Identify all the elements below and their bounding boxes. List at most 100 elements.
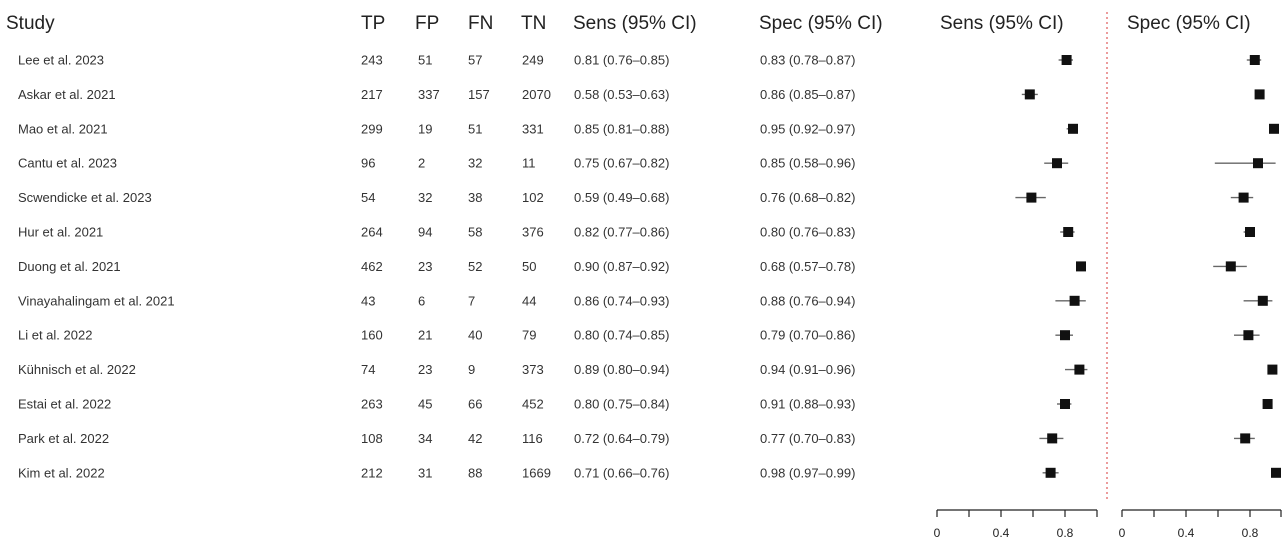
spec-point-estimate: [1271, 467, 1281, 478]
spec-ci-text: 0.83 (0.78–0.87): [760, 53, 855, 68]
spec-tick-label: 0: [1119, 526, 1126, 540]
spec-ci-text: 0.98 (0.97–0.99): [760, 465, 855, 480]
sens-ci-text: 0.81 (0.76–0.85): [574, 53, 669, 68]
spec-ci-text: 0.91 (0.88–0.93): [760, 397, 855, 412]
header-fp: FP: [415, 13, 439, 34]
tp-value: 43: [361, 293, 375, 308]
tn-value: 2070: [522, 87, 551, 102]
sens-ci-text: 0.86 (0.74–0.93): [574, 293, 669, 308]
sens-tick-label: 0.8: [1057, 526, 1074, 540]
header-sens-ci: Sens (95% CI): [573, 13, 697, 34]
fp-value: 94: [418, 225, 432, 240]
sens-ci-text: 0.59 (0.49–0.68): [574, 190, 669, 205]
fp-value: 6: [418, 293, 425, 308]
tn-value: 249: [522, 53, 544, 68]
fn-value: 38: [468, 190, 482, 205]
study-name: Li et al. 2022: [18, 328, 92, 343]
sens-tick-label: 0: [934, 526, 941, 540]
tn-value: 79: [522, 328, 536, 343]
fp-value: 34: [418, 431, 432, 446]
fp-value: 19: [418, 121, 432, 136]
sens-point-estimate: [1026, 192, 1037, 203]
sens-ci-text: 0.85 (0.81–0.88): [574, 121, 669, 136]
table-row: Duong et al. 2021 462 23 52 50 0.90 (0.87–0.9…: [18, 259, 855, 274]
spec-point-estimate: [1253, 158, 1263, 169]
tn-value: 373: [522, 362, 544, 377]
study-name: Cantu et al. 2023: [18, 156, 117, 171]
spec-forest-marks: [1213, 55, 1281, 478]
study-name: Kim et al. 2022: [18, 465, 105, 480]
spec-ci-text: 0.94 (0.91–0.96): [760, 362, 855, 377]
table-row: Estai et al. 2022 263 45 66 452 0.80 (0.75–0.…: [18, 397, 855, 412]
fn-value: 88: [468, 465, 482, 480]
fp-value: 21: [418, 328, 432, 343]
sens-point-estimate: [1052, 158, 1062, 169]
spec-ci-text: 0.85 (0.58–0.96): [760, 156, 855, 171]
spec-ci-text: 0.95 (0.92–0.97): [760, 121, 855, 136]
tp-value: 160: [361, 328, 383, 343]
tn-value: 376: [522, 225, 544, 240]
sens-point-estimate: [1069, 295, 1080, 306]
study-name: Kühnisch et al. 2022: [18, 362, 136, 377]
spec-point-estimate: [1245, 227, 1255, 237]
fp-value: 51: [418, 53, 432, 68]
fp-value: 32: [418, 190, 432, 205]
table-row: Kühnisch et al. 2022 74 23 9 373 0.89 (0.80–0…: [18, 362, 855, 377]
spec-point-estimate: [1238, 192, 1249, 203]
sens-ci-text: 0.90 (0.87–0.92): [574, 259, 669, 274]
fn-value: 7: [468, 293, 475, 308]
spec-point-estimate: [1267, 364, 1278, 375]
study-name: Mao et al. 2021: [18, 121, 108, 136]
sens-ci-text: 0.58 (0.53–0.63): [574, 87, 669, 102]
header-study: Study: [6, 13, 55, 34]
sens-point-estimate: [1074, 364, 1085, 375]
sens-forest-marks: [1015, 55, 1088, 478]
tp-value: 217: [361, 87, 383, 102]
spec-point-estimate: [1257, 295, 1268, 306]
table-row: Askar et al. 2021 217 337 157 2070 0.58 (0.53…: [18, 87, 855, 102]
spec-tick-label: 0.4: [1178, 526, 1195, 540]
fn-value: 58: [468, 225, 482, 240]
spec-point-estimate: [1225, 261, 1236, 272]
tn-value: 11: [522, 156, 536, 171]
table-row: Vinayahalingam et al. 2021 43 6 7 44 0.86 (0.…: [18, 293, 855, 308]
sens-ci-text: 0.72 (0.64–0.79): [574, 431, 669, 446]
tp-value: 108: [361, 431, 383, 446]
fn-value: 52: [468, 259, 482, 274]
spec-point-estimate: [1269, 123, 1279, 134]
table-row: Park et al. 2022 108 34 42 116 0.72 (0.64–0.7…: [18, 431, 855, 446]
sens-ci-text: 0.71 (0.66–0.76): [574, 465, 669, 480]
spec-tick-label: 0.8: [1242, 526, 1259, 540]
tp-value: 212: [361, 465, 383, 480]
sens-point-estimate: [1060, 399, 1070, 409]
sens-point-estimate: [1068, 123, 1078, 134]
panel-title-spec: Spec (95% CI): [1127, 13, 1251, 34]
fn-value: 40: [468, 328, 482, 343]
sens-ci-text: 0.82 (0.77–0.86): [574, 225, 669, 240]
fn-value: 42: [468, 431, 482, 446]
table-row: Hur et al. 2021 264 94 58 376 0.82 (0.77–0.86…: [18, 225, 855, 240]
spec-ci-text: 0.80 (0.76–0.83): [760, 225, 855, 240]
header-tn: TN: [521, 13, 546, 34]
panel-title-sens: Sens (95% CI): [940, 13, 1064, 34]
spec-ci-text: 0.77 (0.70–0.83): [760, 431, 855, 446]
fp-value: 337: [418, 87, 440, 102]
fn-value: 51: [468, 121, 482, 136]
study-name: Scwendicke et al. 2023: [18, 190, 152, 205]
study-name: Park et al. 2022: [18, 431, 109, 446]
table-row: Li et al. 2022 160 21 40 79 0.80 (0.74–0.85) 0…: [18, 328, 855, 343]
table-row: Scwendicke et al. 2023 54 32 38 102 0.59 (0.4…: [18, 190, 855, 205]
tn-value: 50: [522, 259, 536, 274]
header-spec-ci: Spec (95% CI): [759, 13, 883, 34]
tp-value: 462: [361, 259, 383, 274]
fn-value: 57: [468, 53, 482, 68]
tp-value: 263: [361, 397, 383, 412]
spec-point-estimate: [1243, 330, 1254, 341]
spec-ci-text: 0.86 (0.85–0.87): [760, 87, 855, 102]
fp-value: 45: [418, 397, 432, 412]
tp-value: 264: [361, 225, 383, 240]
spec-point-estimate: [1240, 433, 1251, 444]
sens-point-estimate: [1063, 227, 1074, 237]
study-name: Askar et al. 2021: [18, 87, 116, 102]
